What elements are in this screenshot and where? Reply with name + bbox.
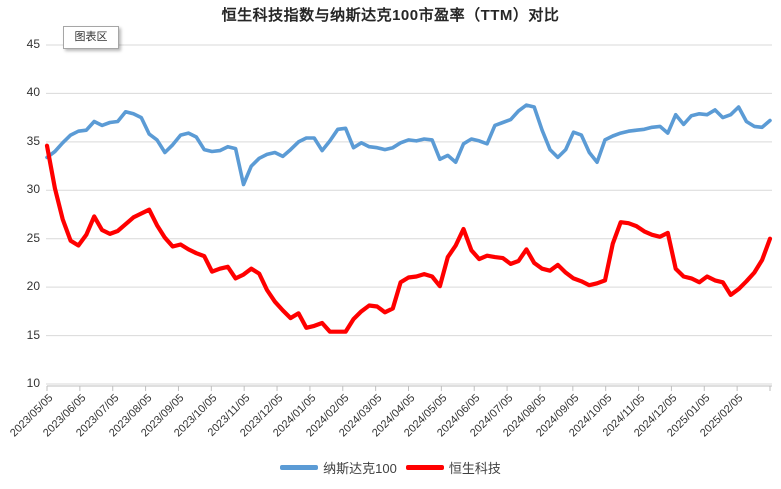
y-axis-label-10: 10	[26, 376, 40, 390]
y-axis-label-40: 40	[26, 85, 40, 100]
hangseng-tech-line[interactable]	[44, 143, 773, 334]
chart-title: 恒生科技指数与纳斯达克100市盈率（TTM）对比	[221, 7, 560, 24]
y-axis-label-45: 45	[26, 37, 40, 51]
legend-label-hangseng-tech: 恒生科技	[448, 461, 501, 476]
legend-item-hangseng-tech[interactable]: 恒生科技	[405, 458, 501, 477]
hangseng-tech-line-swatch	[405, 465, 444, 470]
gridlines	[46, 44, 772, 385]
legend-label-nasdaq100: 纳斯达克100	[323, 461, 397, 476]
legend: 纳斯达克100 恒生科技	[0, 458, 781, 477]
nasdaq100-line[interactable]	[45, 103, 772, 187]
legend-item-nasdaq100[interactable]: 纳斯达克100	[280, 458, 397, 477]
chart-area-tooltip: 图表区	[63, 26, 119, 49]
nasdaq100-line-swatch	[280, 465, 319, 470]
y-axis-label-25: 25	[26, 230, 40, 245]
y-axis-label-35: 35	[26, 133, 40, 148]
x-axis	[46, 385, 772, 391]
y-axis-label-30: 30	[26, 182, 40, 197]
y-axis-label-20: 20	[26, 279, 40, 294]
y-axis-label-15: 15	[26, 327, 40, 342]
